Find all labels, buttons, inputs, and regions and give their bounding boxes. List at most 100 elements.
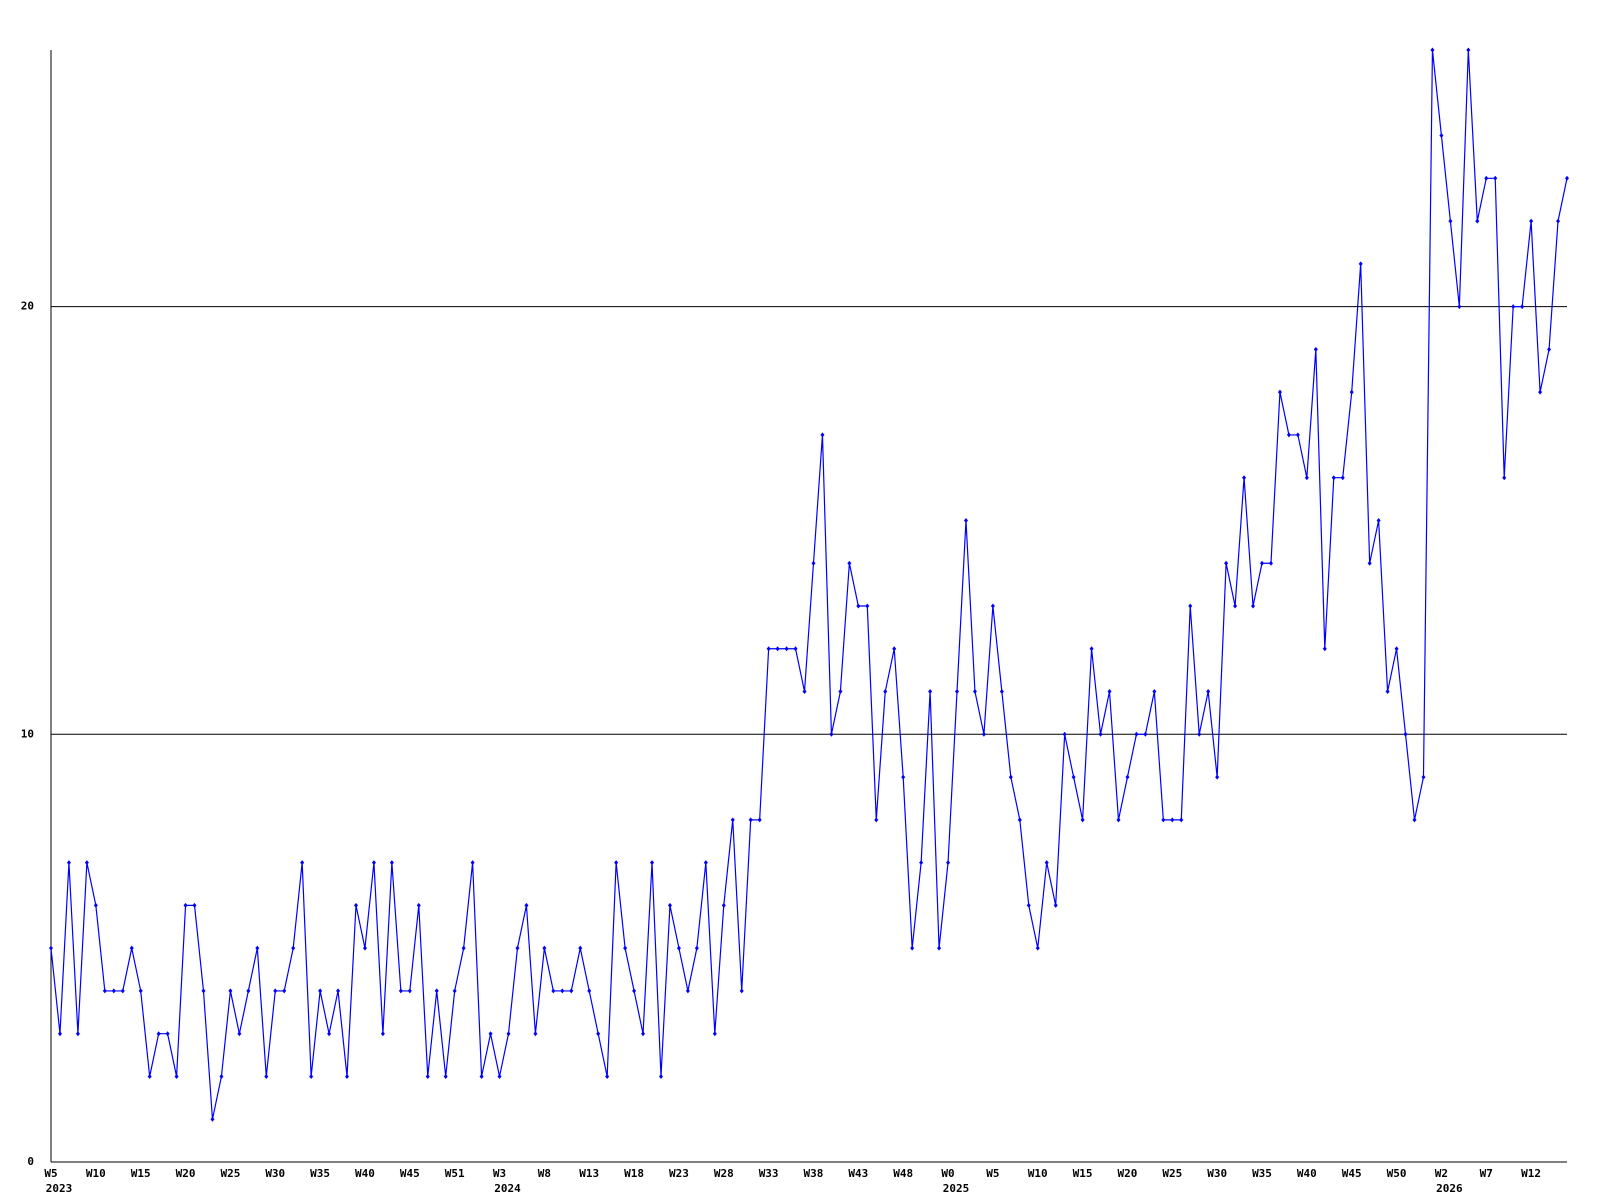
data-point [1215, 774, 1220, 780]
data-point [1242, 475, 1247, 481]
data-point [1197, 731, 1202, 737]
data-point [1107, 689, 1112, 695]
data-point [865, 603, 870, 609]
x-year-label: 2024 [494, 1182, 521, 1195]
x-tick-label: W0 [941, 1167, 954, 1180]
data-point [336, 988, 341, 994]
data-point [901, 774, 906, 780]
data-point [345, 1073, 350, 1079]
data-point [479, 1073, 484, 1079]
data-point [963, 517, 968, 523]
data-point [1224, 560, 1229, 566]
x-tick-label: W30 [1207, 1167, 1227, 1180]
data-point [1251, 603, 1256, 609]
data-point [1179, 817, 1184, 823]
data-point [1484, 175, 1489, 181]
data-point [587, 988, 592, 994]
data-point [174, 1073, 179, 1079]
x-tick-label: W35 [1252, 1167, 1272, 1180]
data-point [596, 1031, 601, 1037]
data-point [201, 988, 206, 994]
data-point [309, 1073, 314, 1079]
x-tick-label: W15 [1073, 1167, 1093, 1180]
data-point [748, 817, 753, 823]
x-year-label: 2026 [1436, 1182, 1463, 1195]
data-point [614, 860, 619, 866]
x-tick-label: W8 [538, 1167, 551, 1180]
data-point [1394, 646, 1399, 652]
x-tick-label: W28 [714, 1167, 734, 1180]
data-point [1295, 432, 1300, 438]
data-point [676, 945, 681, 951]
data-point [1565, 175, 1569, 181]
data-point [524, 902, 529, 908]
data-point [318, 988, 323, 994]
data-point [156, 1031, 161, 1037]
data-point [1260, 560, 1265, 566]
data-point [542, 945, 547, 951]
data-point [972, 689, 977, 695]
data-point [829, 731, 834, 737]
data-line [50, 49, 1568, 1120]
data-point [1547, 346, 1552, 352]
data-point [560, 988, 565, 994]
data-point [210, 1116, 215, 1122]
x-tick-label: W13 [579, 1167, 599, 1180]
data-point [443, 1073, 448, 1079]
data-point [1511, 304, 1516, 310]
data-point [1134, 731, 1139, 737]
data-point [398, 988, 403, 994]
data-point [632, 988, 637, 994]
data-point [1448, 218, 1453, 224]
data-point [1268, 560, 1273, 566]
data-point [757, 817, 762, 823]
data-point [461, 945, 466, 951]
x-tick-label: W40 [355, 1167, 375, 1180]
data-point [1089, 646, 1094, 652]
data-point [1493, 175, 1498, 181]
data-point [1322, 646, 1327, 652]
x-year-label: 2023 [46, 1182, 73, 1195]
data-point [300, 860, 305, 866]
data-point [1116, 817, 1121, 823]
data-point [658, 1073, 663, 1079]
data-point [515, 945, 520, 951]
data-point [551, 988, 556, 994]
data-point [1071, 774, 1076, 780]
data-point [847, 560, 852, 566]
data-point [362, 945, 367, 951]
data-point [838, 689, 843, 695]
data-point [1349, 389, 1354, 395]
data-point [264, 1073, 269, 1079]
data-point [327, 1031, 332, 1037]
data-point [1457, 304, 1462, 310]
x-tick-label: W7 [1480, 1167, 1493, 1180]
data-point [147, 1073, 152, 1079]
data-point [1556, 218, 1561, 224]
x-tick-label: W25 [220, 1167, 240, 1180]
x-tick-label: W12 [1521, 1167, 1541, 1180]
data-point [1313, 346, 1318, 352]
x-year-label: 2025 [943, 1182, 970, 1195]
data-point [84, 860, 89, 866]
data-point [1412, 817, 1417, 823]
x-tick-label: W20 [176, 1167, 196, 1180]
data-point [255, 945, 260, 951]
x-tick-label: W38 [804, 1167, 824, 1180]
data-point [1340, 475, 1345, 481]
x-tick-label: W5 [44, 1167, 57, 1180]
data-point [497, 1073, 502, 1079]
data-point [928, 689, 933, 695]
data-point [784, 646, 789, 652]
data-point [775, 646, 780, 652]
x-tick-label: W43 [848, 1167, 868, 1180]
x-tick-label: W35 [310, 1167, 330, 1180]
data-point [1080, 817, 1085, 823]
data-point [1233, 603, 1238, 609]
data-point [990, 603, 995, 609]
x-tick-label: W30 [265, 1167, 285, 1180]
x-tick-label: W45 [400, 1167, 420, 1180]
data-point [237, 1031, 242, 1037]
x-tick-label: W33 [759, 1167, 779, 1180]
data-point [1044, 860, 1049, 866]
